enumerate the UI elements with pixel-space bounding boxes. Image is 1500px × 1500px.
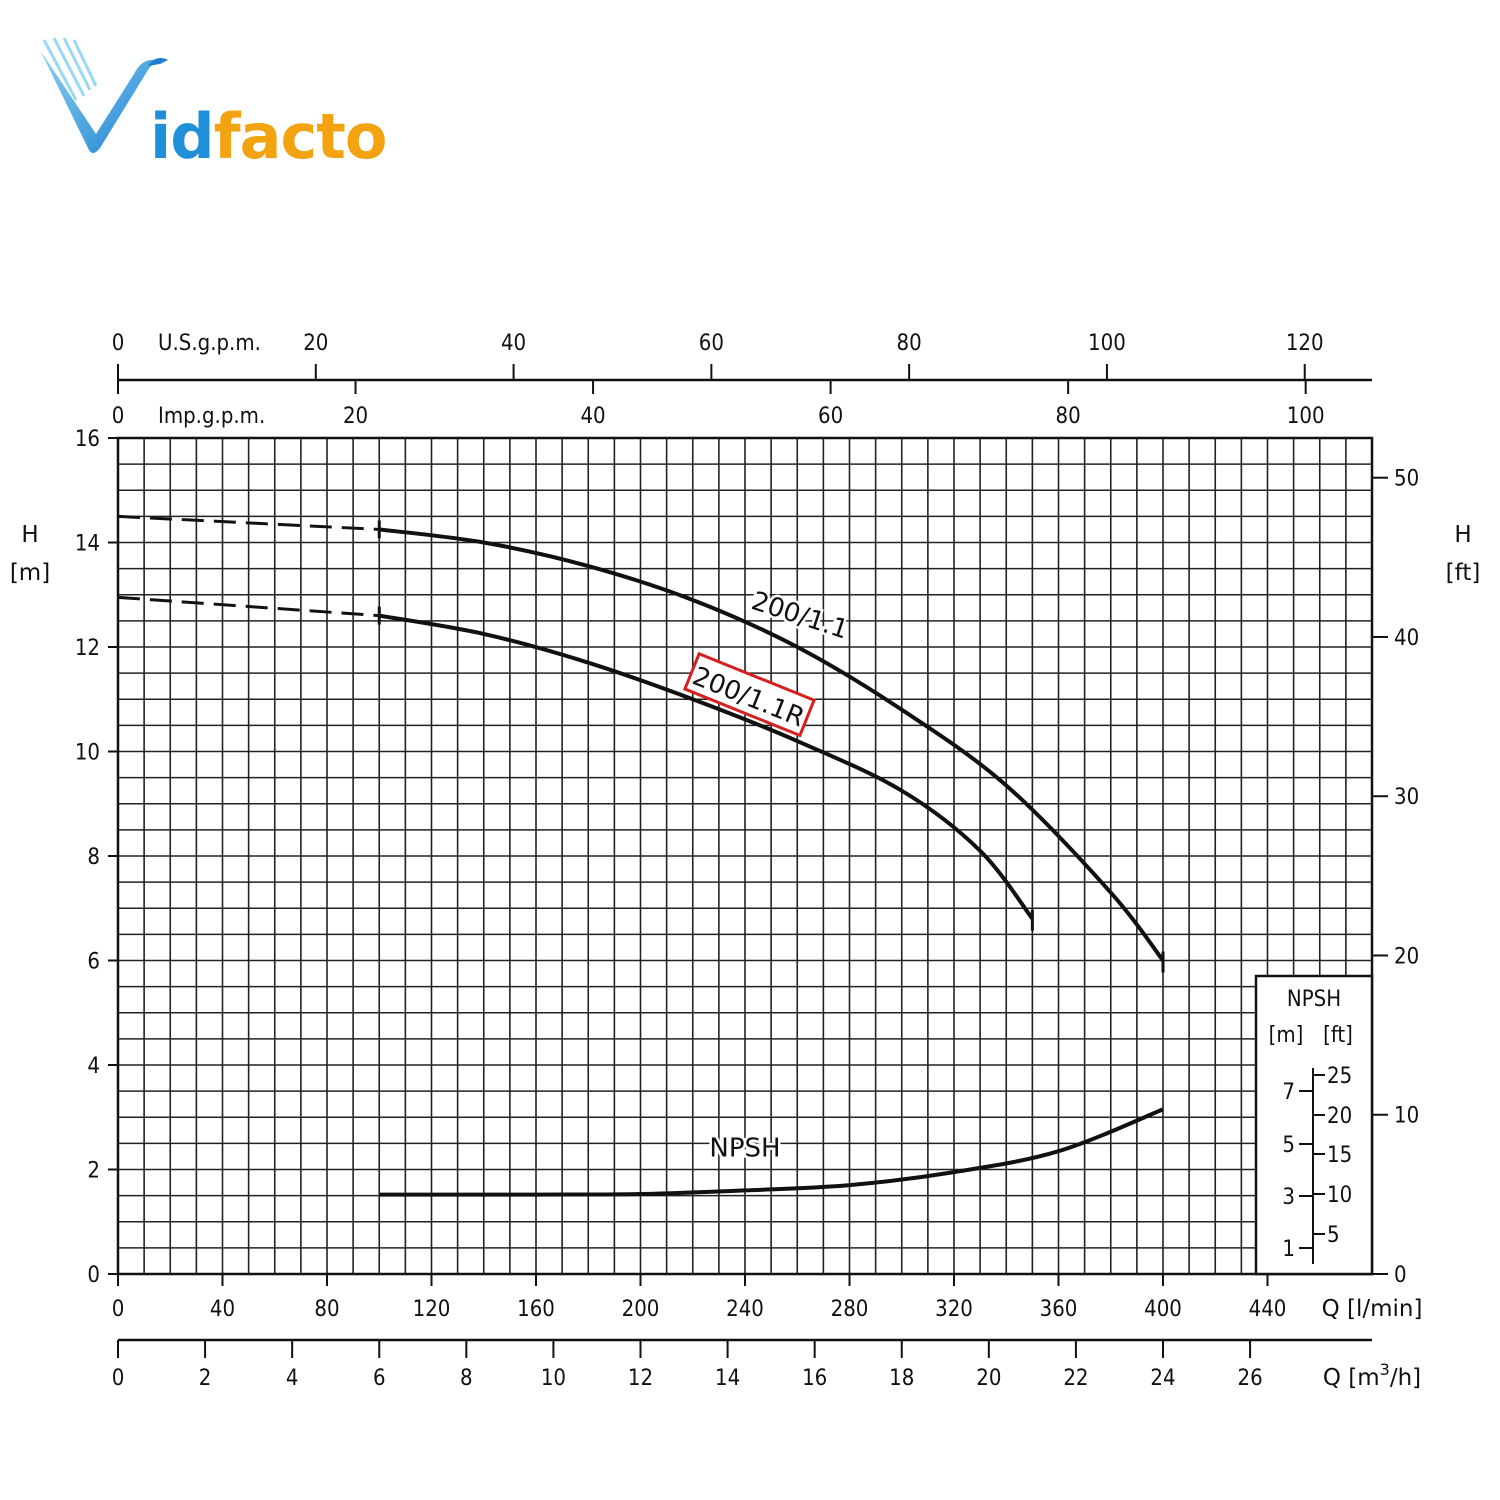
y-right-axis-label-unit: [ft] [1446, 560, 1481, 586]
x-m3h-tick-label: 2 [199, 1366, 212, 1391]
x-lmin-tick-label: 200 [622, 1297, 660, 1322]
x-m3h-axis-label-end: /h] [1390, 1365, 1421, 1391]
y-right-tick-label: 30 [1394, 785, 1419, 810]
npsh-inset-unit-ft: [ft] [1323, 1023, 1353, 1048]
x-impgpm-tick-label: 0 [112, 404, 125, 429]
x-lmin-tick-label: 80 [314, 1297, 339, 1322]
series-200-1-1-dashed [117, 514, 380, 531]
x-lmin-tick-label: 160 [517, 1297, 555, 1322]
x-lmin-axis-label: Q [l/min] [1322, 1296, 1423, 1322]
y-left-tick-label: 14 [75, 532, 100, 557]
x-m3h-tick-label: 20 [976, 1366, 1001, 1391]
npsh-inset-m-tick-label: 1 [1282, 1237, 1295, 1262]
series-200-1-1r-dashed [117, 595, 380, 618]
x-impgpm-tick-label: 60 [818, 404, 843, 429]
x-m3h-tick-label: 12 [628, 1366, 653, 1391]
x-m3h-tick-label: 0 [112, 1366, 125, 1391]
y-left-tick-label: 16 [75, 427, 100, 452]
y-left-tick-label: 2 [87, 1159, 100, 1184]
x-usgpm-tick-label: 20 [303, 331, 328, 356]
logo-text-id: id [150, 100, 214, 173]
series-npsh-line [379, 1107, 1164, 1197]
y-left-tick-label: 10 [75, 741, 100, 766]
x-m3h-tick-label: 24 [1150, 1366, 1175, 1391]
x-m3h-tick-label: 16 [802, 1366, 827, 1391]
y-right-tick-label: 0 [1394, 1263, 1407, 1288]
y-left-tick-label: 8 [87, 845, 100, 870]
x-m3h-tick-label: 6 [373, 1366, 386, 1391]
npsh-inset-m-tick-label: 7 [1282, 1080, 1295, 1105]
npsh-inset-title: NPSH [1287, 987, 1341, 1012]
x-lmin-tick-label: 360 [1040, 1297, 1078, 1322]
x-lmin-tick-label: 440 [1249, 1297, 1287, 1322]
y-left-tick-label: 6 [87, 950, 100, 975]
x-impgpm-tick-label: 40 [580, 404, 605, 429]
y-right-axis-label-h: H [1454, 522, 1471, 548]
x-m3h-axis-label-sup: 3 [1380, 1360, 1390, 1379]
x-lmin-tick-label: 280 [831, 1297, 869, 1322]
npsh-inset-ft-tick-label: 5 [1327, 1223, 1340, 1248]
npsh-inset-m-tick-label: 3 [1282, 1185, 1295, 1210]
npsh-inset-unit-m: [m] [1269, 1023, 1304, 1048]
y-right-tick-label: 50 [1394, 467, 1419, 492]
x-m3h-axis-label: Q [m3/h] [1323, 1360, 1421, 1391]
x-usgpm-tick-label: 80 [897, 331, 922, 356]
x-m3h-tick-label: 18 [889, 1366, 914, 1391]
x-m3h-tick-label: 10 [541, 1366, 566, 1391]
y-left-tick-label: 4 [87, 1054, 100, 1079]
curve-label-npsh: NPSH [709, 1133, 780, 1163]
npsh-inset-ft-tick-label: 25 [1327, 1064, 1352, 1089]
y-left-tick-label: 12 [75, 636, 100, 661]
x-lmin-tick-label: 40 [210, 1297, 235, 1322]
x-m3h-tick-label: 4 [286, 1366, 299, 1391]
y-left-axis-label-h: H [21, 522, 38, 548]
x-lmin-tick-label: 400 [1144, 1297, 1182, 1322]
logo-text: idfactor [150, 100, 390, 173]
npsh-inset: NPSH [m] [ft] 1 3 5 7 5 10 15 20 25 [1254, 974, 1374, 1276]
y-left-tick-label: 0 [87, 1263, 100, 1288]
npsh-inset-ft-tick-label: 10 [1327, 1183, 1352, 1208]
logo-bird-mark [40, 37, 168, 153]
x-m3h-tick-label: 26 [1237, 1366, 1262, 1391]
x-lmin-tick-label: 0 [112, 1297, 125, 1322]
x-m3h-tick-label: 22 [1063, 1366, 1088, 1391]
x-usgpm-tick-label: 120 [1286, 331, 1324, 356]
x-impgpm-axis-label: Imp.g.p.m. [158, 404, 265, 429]
y-right-tick-label: 10 [1394, 1104, 1419, 1129]
curve-label-highlight-box [682, 651, 817, 738]
x-usgpm-tick-label: 0 [112, 331, 125, 356]
chart-series [117, 514, 1165, 1197]
x-impgpm-tick-label: 80 [1056, 404, 1081, 429]
series-200-1-1r-line [378, 613, 1034, 920]
x-usgpm-tick-label: 60 [699, 331, 724, 356]
x-impgpm-tick-label: 100 [1287, 404, 1325, 429]
x-m3h-axis-label-main: Q [m [1323, 1365, 1380, 1391]
x-usgpm-axis-label: U.S.g.p.m. [158, 331, 261, 356]
y-right-tick-label: 40 [1394, 626, 1419, 651]
x-lmin-tick-label: 320 [935, 1297, 973, 1322]
y-left-axis-label-unit: [m] [10, 560, 50, 586]
y-right-tick-label: 20 [1394, 944, 1419, 969]
x-lmin-tick-label: 240 [726, 1297, 764, 1322]
npsh-inset-m-tick-label: 5 [1282, 1133, 1295, 1158]
x-usgpm-tick-label: 40 [501, 331, 526, 356]
logo-text-factor: factor [214, 100, 390, 173]
x-m3h-tick-label: 14 [715, 1366, 740, 1391]
vidfactor-logo: idfactor [40, 37, 390, 173]
x-m3h-tick-label: 8 [460, 1366, 473, 1391]
x-lmin-tick-label: 120 [413, 1297, 451, 1322]
npsh-inset-ft-tick-label: 20 [1327, 1104, 1352, 1129]
series-200-1-1-line [379, 527, 1165, 962]
x-impgpm-tick-label: 20 [343, 404, 368, 429]
x-usgpm-tick-label: 100 [1088, 331, 1126, 356]
npsh-inset-ft-tick-label: 15 [1327, 1143, 1352, 1168]
